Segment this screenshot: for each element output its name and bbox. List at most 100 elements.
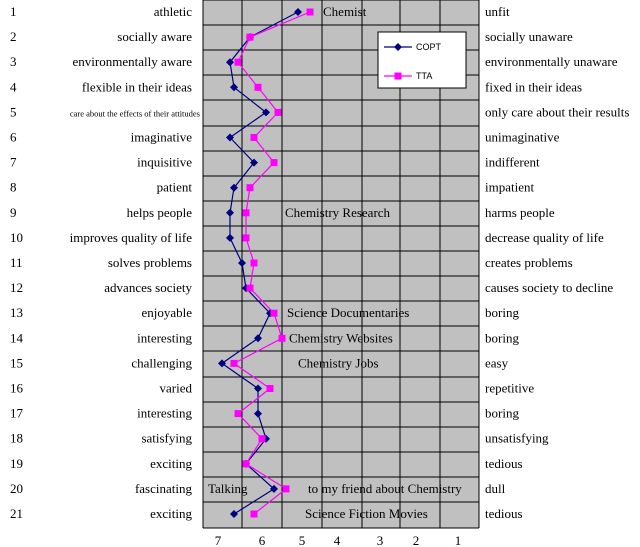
right-label: environmentally unaware [485,54,618,69]
copt-point [230,183,238,192]
row-number: 13 [10,305,23,320]
section-label: Science Fiction Movies [305,506,428,521]
series-group [218,8,314,518]
section-labels: Chemist Chemistry Research Science Documen… [208,4,462,521]
left-label: environmentally aware [73,54,193,69]
right-label: boring [485,305,519,320]
left-label: exciting [150,506,192,521]
copt-point [230,83,238,92]
copt-point [230,510,238,518]
right-labels: unfit socially unaware environmentally una… [485,4,629,521]
right-label: decrease quality of life [485,230,604,245]
row-number: 5 [10,104,17,119]
right-label: boring [485,330,519,345]
row-number: 18 [10,431,23,446]
right-label: boring [485,406,519,421]
right-label: impatient [485,180,534,195]
copt-point [226,233,234,242]
row-number: 2 [10,29,17,44]
left-label: enjoyable [141,305,192,320]
copt-point [254,334,262,343]
right-label: unimaginative [485,130,560,145]
right-label: unsatisfying [485,431,549,446]
tta-point [234,410,242,418]
x-tick-label: 7 [215,533,222,547]
left-label: care about the effects of their attitude… [70,108,200,118]
copt-point [254,409,262,418]
tta-point [246,33,254,41]
tta-point [246,284,254,292]
x-tick-label: 3 [377,533,384,547]
row-number: 19 [10,456,23,471]
copt-point [254,384,262,393]
section-label: to my friend about Chemistry [308,481,462,496]
row-number: 12 [10,280,23,295]
row-number: 21 [10,506,23,521]
row-number: 3 [10,54,17,69]
right-label: socially unaware [485,29,573,44]
left-label: varied [160,381,193,396]
tta-point [282,485,290,493]
right-label: only care about their results [485,104,629,119]
tta-point [270,159,278,167]
left-label: interesting [137,330,192,345]
left-labels: athletic socially aware environmentally aw… [70,4,200,521]
tta-point [274,108,282,116]
left-label: helps people [127,205,193,220]
section-label: Science Documentaries [287,305,409,320]
copt-point [262,108,270,117]
tta-point [254,83,262,91]
row-number: 6 [10,130,17,145]
row-number: 8 [10,180,17,195]
row-number: 10 [10,230,23,245]
tta-point [234,58,242,66]
left-label: socially aware [117,29,192,44]
right-label: tedious [485,456,523,471]
section-label: Talking [208,481,248,496]
right-label: indifferent [485,155,540,170]
tta-point [250,510,258,518]
tta-point [246,184,254,192]
copt-point [226,133,234,142]
legend-marker-tta [394,72,402,80]
row-number: 20 [10,481,23,496]
tta-point [250,134,258,141]
left-label: challenging [131,355,192,370]
right-label: harms people [485,205,555,220]
tta-point [266,385,274,392]
row-number: 11 [10,255,23,270]
left-label: satisfying [141,431,192,446]
left-label: flexible in their ideas [82,79,192,94]
right-label: fixed in their ideas [485,79,582,94]
tta-point [242,234,250,242]
left-label: fascinating [135,481,193,496]
left-label: athletic [154,4,192,19]
tta-point [270,309,278,317]
row-number: 15 [10,355,23,370]
right-label: creates problems [485,255,573,270]
copt-point [250,158,258,167]
row-number: 14 [10,330,24,345]
copt-point [238,259,246,267]
legend-marker-copt [394,43,402,51]
legend: COPT TTA [377,31,467,89]
copt-point [226,208,234,217]
left-label: improves quality of life [70,230,193,245]
row-number: 17 [10,406,24,421]
right-label: dull [485,481,506,496]
tta-point [250,259,258,267]
right-label: unfit [485,4,510,19]
row-number: 16 [10,381,24,396]
tta-point [230,359,238,367]
row-number: 7 [10,155,17,170]
x-axis-ticks: 7 6 5 4 3 2 1 [215,533,462,547]
section-label: Chemistry Jobs [298,355,379,370]
copt-point [226,58,234,67]
section-label: Chemist [323,4,367,19]
left-label: inquisitive [137,155,192,170]
copt-point [294,8,302,16]
legend-box [377,31,467,89]
left-label: patient [157,180,193,195]
